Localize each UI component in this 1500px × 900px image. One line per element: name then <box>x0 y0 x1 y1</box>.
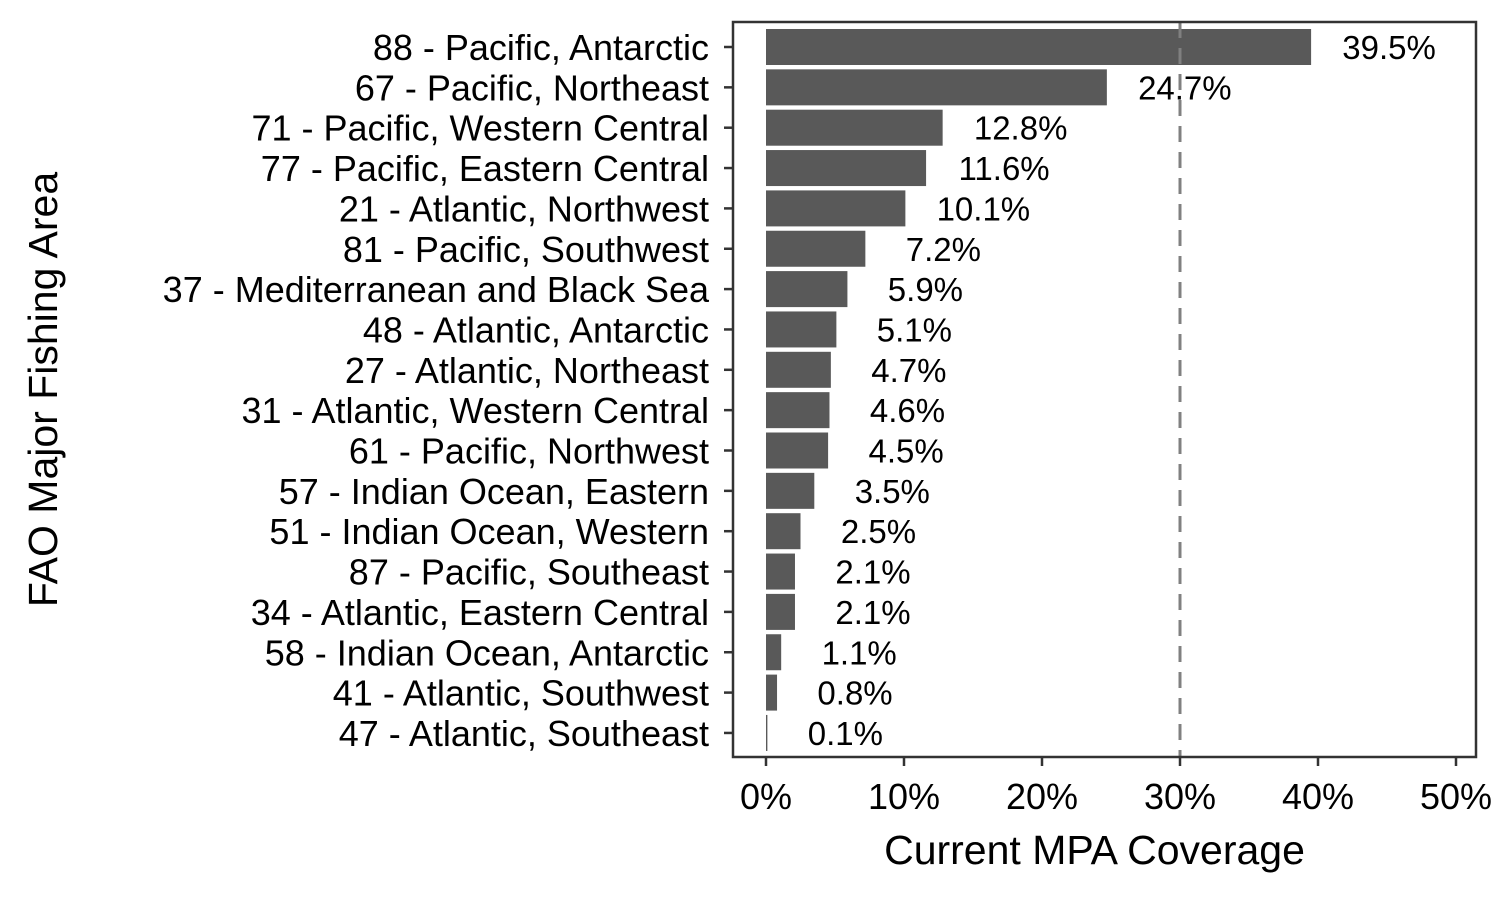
x-tick-label: 10% <box>868 776 940 817</box>
bar <box>766 190 906 227</box>
value-label: 1.1% <box>822 634 897 671</box>
x-axis-title: Current MPA Coverage <box>884 827 1305 873</box>
bar <box>766 634 782 671</box>
x-tick-label: 40% <box>1282 776 1354 817</box>
y-tick-label: 31 - Atlantic, Western Central <box>241 390 709 431</box>
x-tick-label: 50% <box>1420 776 1492 817</box>
y-axis-title: FAO Major Fishing Area <box>20 172 66 607</box>
bar <box>766 29 1312 65</box>
value-label: 4.6% <box>870 392 945 429</box>
value-label: 7.2% <box>906 231 981 268</box>
value-label: 3.5% <box>855 473 930 510</box>
y-tick-label: 81 - Pacific, Southwest <box>343 229 709 270</box>
plot-panel-border <box>731 20 1478 759</box>
y-tick-label: 57 - Indian Ocean, Eastern <box>279 471 709 512</box>
bar <box>766 553 795 590</box>
y-tick-label: 51 - Indian Ocean, Western <box>269 511 709 552</box>
y-tick-label: 87 - Pacific, Southeast <box>349 552 709 593</box>
y-tick-label: 61 - Pacific, Northwest <box>349 431 709 472</box>
y-tick-label: 41 - Atlantic, Southwest <box>333 673 709 714</box>
bars-layer <box>766 29 1312 751</box>
y-tick-label: 21 - Atlantic, Northwest <box>339 188 709 229</box>
value-label: 5.1% <box>877 311 952 348</box>
bar <box>766 674 778 711</box>
y-tick-label: 67 - Pacific, Northeast <box>355 67 709 108</box>
bar <box>766 271 848 308</box>
value-labels-layer: 39.5% 24.7% 12.8%11.6%10.1% 7.2%5.9%5.1% 4.7… <box>808 29 1436 752</box>
bar <box>766 150 927 187</box>
bar <box>766 230 866 267</box>
value-label: 39.5% <box>1342 29 1436 66</box>
bar <box>766 714 768 751</box>
value-label: 2.1% <box>835 554 910 591</box>
x-tick-label: 20% <box>1006 776 1078 817</box>
x-tick-label: 30% <box>1144 776 1216 817</box>
y-tick-label: 47 - Atlantic, Southeast <box>339 713 709 754</box>
value-label: 11.6% <box>959 150 1050 187</box>
y-tick-label: 48 - Atlantic, Antarctic <box>363 309 709 350</box>
value-label: 24.7% <box>1138 69 1232 106</box>
value-label: 10.1% <box>937 190 1031 227</box>
x-tick-label: 0% <box>740 776 792 817</box>
value-label: 12.8% <box>974 110 1068 147</box>
value-label: 4.7% <box>871 352 946 389</box>
bar <box>766 109 943 146</box>
value-label: 4.5% <box>868 433 943 470</box>
value-label: 0.1% <box>808 715 883 752</box>
y-tick-label: 58 - Indian Ocean, Antarctic <box>265 632 709 673</box>
value-label: 0.8% <box>817 675 892 712</box>
bar <box>766 513 801 550</box>
x-axis-ticks: 0% 10% 20% 30% 40% 50% <box>740 757 1492 817</box>
bar <box>766 311 837 348</box>
y-tick-label: 34 - Atlantic, Eastern Central <box>251 592 709 633</box>
bar <box>766 432 829 469</box>
y-tick-label: 71 - Pacific, Western Central <box>251 108 709 149</box>
bar <box>766 392 830 429</box>
bar <box>766 351 831 388</box>
y-tick-label: 88 - Pacific, Antarctic <box>373 27 709 68</box>
y-tick-label: 77 - Pacific, Eastern Central <box>261 148 709 189</box>
value-label: 5.9% <box>888 271 963 308</box>
bar <box>766 472 815 509</box>
y-tick-label: 27 - Atlantic, Northeast <box>345 350 709 391</box>
value-label: 2.5% <box>841 513 916 550</box>
bar <box>766 593 795 630</box>
y-tick-label: 37 - Mediterranean and Black Sea <box>163 269 710 310</box>
value-label: 2.1% <box>835 594 910 631</box>
bar <box>766 69 1107 106</box>
